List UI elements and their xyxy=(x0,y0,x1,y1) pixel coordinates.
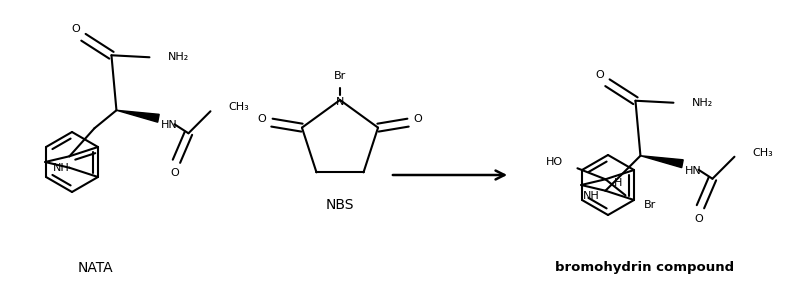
Text: NH₂: NH₂ xyxy=(692,98,713,108)
Text: O: O xyxy=(170,168,179,178)
Text: CH₃: CH₃ xyxy=(752,148,773,158)
Text: CH₃: CH₃ xyxy=(229,102,249,112)
Text: O: O xyxy=(414,114,422,124)
Text: H: H xyxy=(614,178,622,188)
Text: NBS: NBS xyxy=(326,198,354,212)
Text: HN: HN xyxy=(160,120,177,130)
Text: Br: Br xyxy=(334,71,346,81)
Text: NH₂: NH₂ xyxy=(167,52,189,62)
Text: HO: HO xyxy=(546,157,563,167)
Text: O: O xyxy=(595,70,604,80)
Polygon shape xyxy=(641,156,683,168)
Text: HN: HN xyxy=(685,166,701,176)
Text: NH: NH xyxy=(583,191,600,201)
Text: O: O xyxy=(71,24,80,34)
Text: NATA: NATA xyxy=(77,261,113,275)
Polygon shape xyxy=(116,110,159,122)
Text: Br: Br xyxy=(643,200,656,210)
Text: bromohydrin compound: bromohydrin compound xyxy=(556,261,735,274)
Text: O: O xyxy=(257,114,266,124)
Text: NH: NH xyxy=(53,163,70,173)
Text: O: O xyxy=(694,214,703,224)
Text: N: N xyxy=(336,97,344,107)
